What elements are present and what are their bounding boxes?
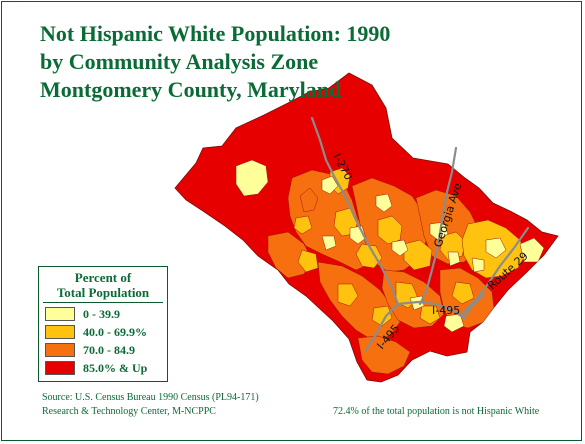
legend-label-40-69: 40.0 - 69.9% — [83, 325, 147, 339]
legend-label-85-up: 85.0% & Up — [83, 361, 148, 375]
legend-swatch-85-up — [45, 361, 75, 375]
legend-label-0-39: 0 - 39.9 — [83, 307, 120, 321]
i270-route — [310, 116, 400, 306]
highway-lines — [310, 116, 530, 352]
route29-route — [460, 226, 530, 316]
organization-note: Research & Technology Center, M-NCPPC — [42, 406, 216, 417]
legend-swatch-40-69 — [45, 325, 75, 339]
source-note: Source: U.S. Census Bureau 1990 Census (… — [42, 392, 259, 403]
summary-note: 72.4% of the total population is not His… — [333, 406, 540, 417]
legend: Percent of Total Population 0 - 39.9 40.… — [38, 266, 168, 382]
legend-swatch-0-39 — [45, 307, 75, 321]
legend-divider — [43, 302, 163, 303]
road-label-i495-east: I-495 — [432, 304, 460, 317]
map-title-line-1: Not Hispanic White Population: 1990 — [40, 21, 391, 46]
map-title-line-3: Montgomery County, Maryland — [40, 77, 342, 102]
zones-0-39 — [235, 159, 545, 333]
legend-title-line-2: Total Population — [56, 285, 150, 300]
legend-title-line-1: Percent of — [74, 270, 132, 285]
legend-label-70-84: 70.0 - 84.9 — [83, 343, 135, 357]
map-title-line-2: by Community Analysis Zone — [40, 49, 319, 74]
georgia-ave-route — [418, 146, 458, 306]
legend-swatch-70-84 — [45, 343, 75, 357]
i495-loop — [364, 292, 486, 352]
